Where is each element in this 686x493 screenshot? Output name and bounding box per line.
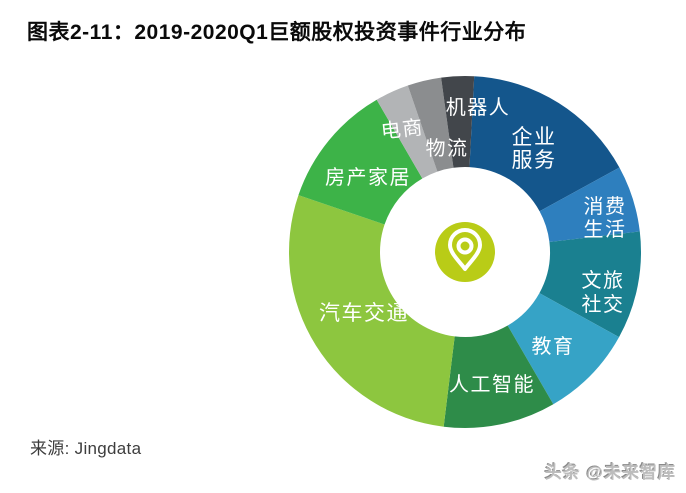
donut-segment-文旅社交 bbox=[539, 231, 641, 338]
segment-label-电商: 电商 bbox=[380, 116, 425, 143]
segment-label-机器人: 机器人 bbox=[446, 96, 511, 119]
donut-segment-机器人 bbox=[441, 75, 475, 168]
segment-label-物流: 物流 bbox=[426, 137, 469, 160]
donut-segment-企业服务 bbox=[469, 76, 620, 212]
center-badge bbox=[435, 222, 495, 282]
watermark: 头条 @未来智库 bbox=[544, 463, 676, 482]
donut-segment-教育 bbox=[507, 293, 620, 405]
donut-segment-消费生活 bbox=[539, 167, 640, 243]
segment-label-消费生活: 消费生活 bbox=[584, 195, 627, 241]
segment-label-人工智能: 人工智能 bbox=[449, 373, 535, 396]
location-pin-icon bbox=[448, 228, 482, 271]
segment-label-教育: 教育 bbox=[532, 335, 575, 358]
segment-label-汽车交通: 汽车交通 bbox=[319, 302, 409, 325]
donut-segment-汽车交通 bbox=[288, 195, 455, 427]
segment-label-文旅社交: 文旅社交 bbox=[582, 269, 625, 316]
donut-segment-人工智能 bbox=[443, 325, 554, 428]
donut-segment-电商 bbox=[376, 85, 438, 179]
donut-segment-房产家居 bbox=[298, 99, 423, 225]
donut-segments bbox=[288, 75, 641, 428]
segment-label-企业服务: 企业服务 bbox=[512, 126, 557, 172]
segment-label-房产家居: 房产家居 bbox=[325, 166, 411, 189]
figure-title: 图表2-11：2019-2020Q1巨额股权投资事件行业分布 bbox=[27, 21, 527, 44]
source-caption: 来源: Jingdata bbox=[30, 439, 142, 458]
donut-segment-物流 bbox=[407, 77, 454, 172]
